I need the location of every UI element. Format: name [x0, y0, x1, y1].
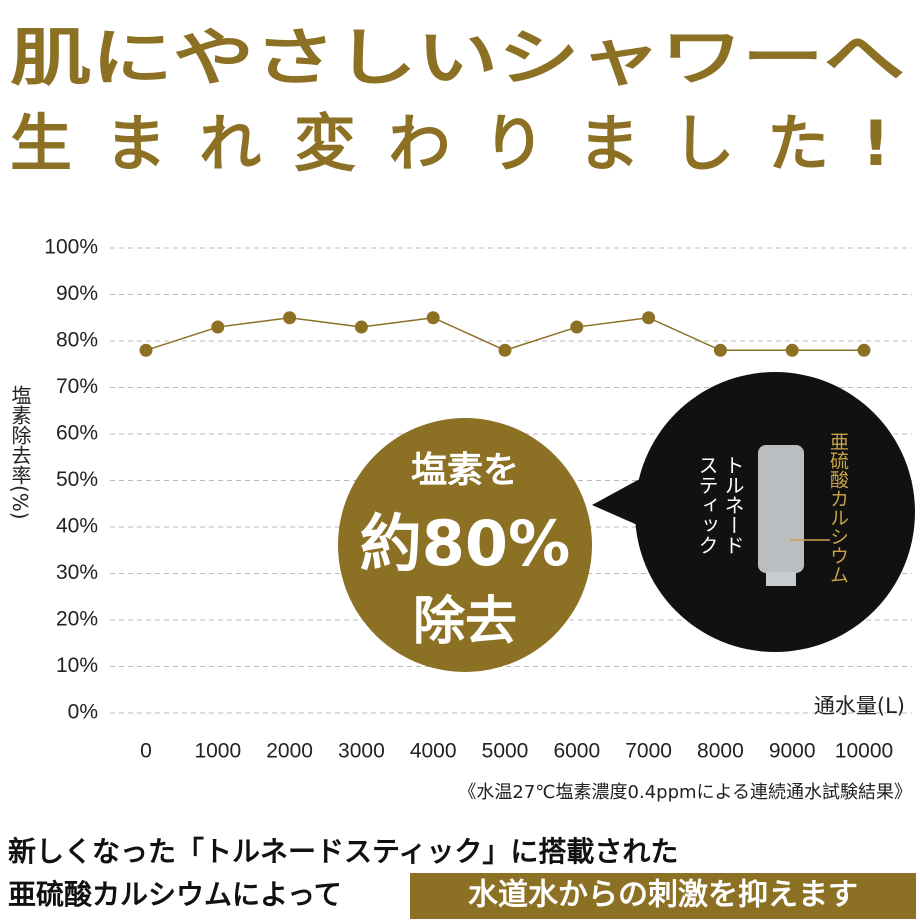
x-tick-label: 7000 — [625, 740, 672, 763]
data-point — [211, 320, 225, 334]
y-tick-label: 0% — [68, 701, 98, 724]
y-tick-label: 50% — [56, 468, 98, 491]
y-tick-label: 80% — [56, 329, 98, 352]
y-tick-label: 40% — [56, 515, 98, 538]
data-point — [283, 311, 297, 325]
data-point — [713, 343, 727, 357]
data-point — [139, 343, 153, 357]
x-tick-label: 2000 — [266, 740, 313, 763]
x-tick-label: 6000 — [553, 740, 600, 763]
x-tick-label: 8000 — [697, 740, 744, 763]
data-point — [642, 311, 656, 325]
y-tick-label: 20% — [56, 608, 98, 631]
y-tick-label: 30% — [56, 561, 98, 584]
inset-label: 亜硫酸カルシウム — [827, 432, 849, 584]
y-tick-label: 60% — [56, 422, 98, 445]
x-tick-label: 4000 — [410, 740, 457, 763]
data-point — [857, 343, 871, 357]
footer-highlight: 水道水からの刺激を抑えます — [468, 878, 858, 913]
x-axis-label: 通水量(L) — [814, 694, 905, 718]
chart-subtitle: 生まれ変わりました! — [10, 107, 890, 180]
footer-highlight-box — [410, 873, 916, 919]
note: 《水温27℃塩素濃度0.4ppmによる連続通水試験結果》 — [458, 782, 912, 803]
inset-label: スティック — [695, 455, 719, 555]
chart-title: 肌にやさしいシャワーへ — [10, 21, 905, 94]
data-point — [498, 343, 512, 357]
callout-circle — [338, 418, 592, 672]
data-point — [570, 320, 584, 334]
data-point — [426, 311, 440, 325]
x-tick-label: 1000 — [194, 740, 241, 763]
callout-text: 除去 — [413, 592, 517, 652]
x-tick-label: 0 — [140, 740, 152, 763]
callout-text: 約80% — [360, 507, 570, 580]
y-tick-label: 70% — [56, 375, 98, 398]
x-tick-label: 5000 — [482, 740, 529, 763]
y-tick-label: 90% — [56, 282, 98, 305]
data-point — [354, 320, 368, 334]
x-tick-label: 9000 — [769, 740, 816, 763]
product-stick — [758, 445, 804, 573]
y-axis-label: 塩素除去率(%) — [8, 385, 32, 520]
product-cap — [766, 572, 796, 586]
callout-text: 塩素を — [411, 450, 519, 491]
x-tick-label: 3000 — [338, 740, 385, 763]
footer-text: 新しくなった「トルネードスティック」に搭載された — [8, 835, 678, 868]
y-tick-label: 100% — [44, 236, 98, 259]
x-tick-label: 10000 — [835, 740, 893, 763]
data-point — [785, 343, 799, 357]
y-tick-label: 10% — [56, 654, 98, 677]
footer-text: 亜硫酸カルシウムによって — [8, 878, 342, 911]
inset-label: トルネード — [721, 455, 745, 555]
